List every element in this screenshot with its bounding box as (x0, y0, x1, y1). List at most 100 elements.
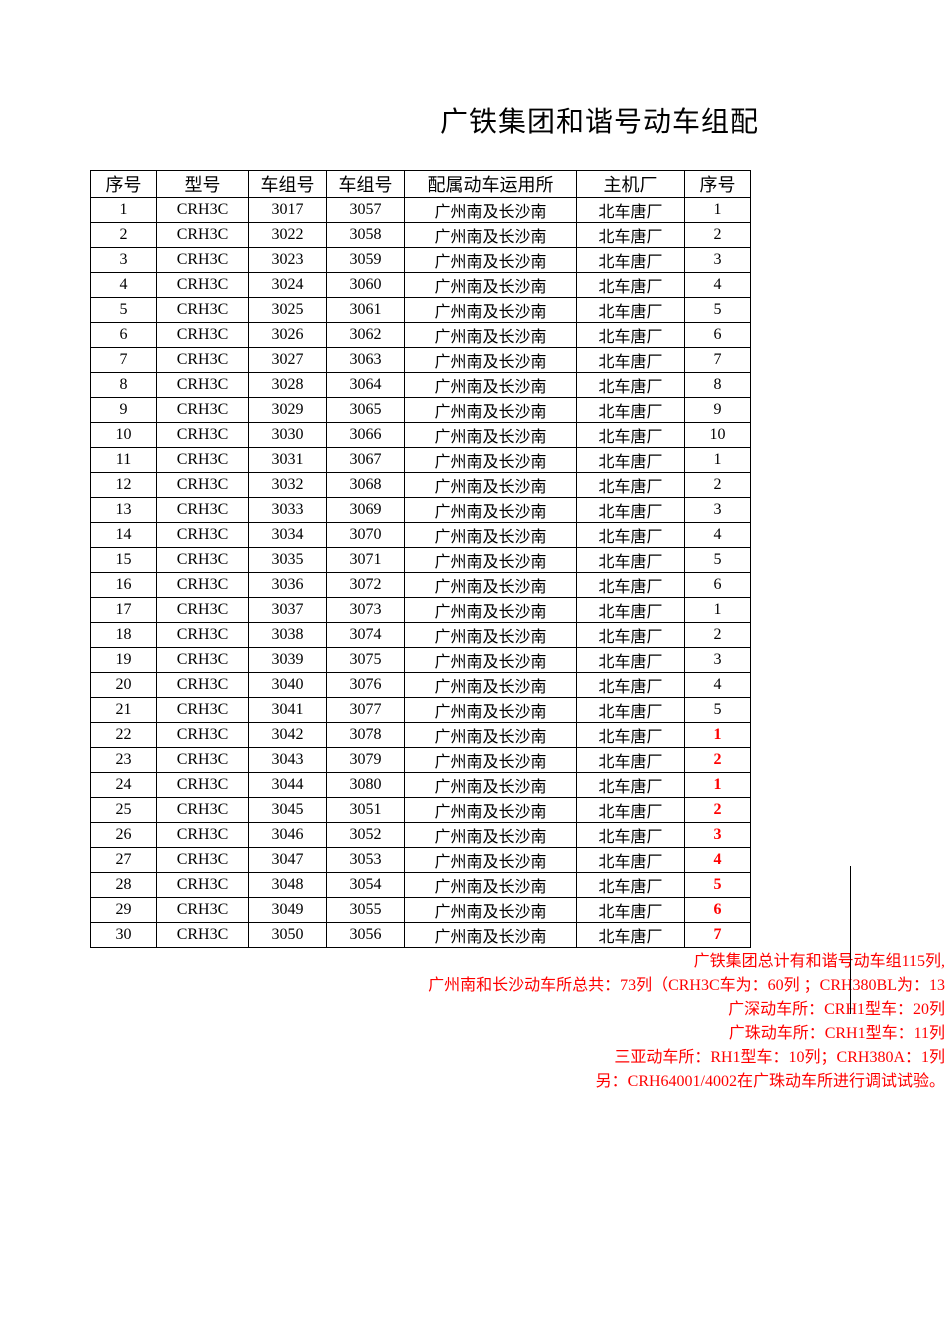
cell-num2: 3067 (327, 448, 405, 473)
cell-seq: 15 (91, 548, 157, 573)
table-row: 29CRH3C30493055广州南及长沙南北车唐厂6 (91, 898, 751, 923)
cell-depot: 广州南及长沙南 (405, 923, 577, 948)
cell-depot: 广州南及长沙南 (405, 798, 577, 823)
table-row: 8CRH3C30283064广州南及长沙南北车唐厂8 (91, 373, 751, 398)
cell-model: CRH3C (157, 373, 249, 398)
cell-seq2: 10 (685, 423, 751, 448)
cell-num1: 3036 (249, 573, 327, 598)
cell-seq2: 9 (685, 398, 751, 423)
cell-depot: 广州南及长沙南 (405, 823, 577, 848)
cell-depot: 广州南及长沙南 (405, 848, 577, 873)
table-row: 13CRH3C30333069广州南及长沙南北车唐厂3 (91, 498, 751, 523)
cell-seq: 19 (91, 648, 157, 673)
cell-depot: 广州南及长沙南 (405, 898, 577, 923)
cell-num1: 3044 (249, 773, 327, 798)
cell-num1: 3048 (249, 873, 327, 898)
table-row: 6CRH3C30263062广州南及长沙南北车唐厂6 (91, 323, 751, 348)
cell-num2: 3052 (327, 823, 405, 848)
cell-num1: 3029 (249, 398, 327, 423)
cell-seq: 12 (91, 473, 157, 498)
cell-fac: 北车唐厂 (577, 598, 685, 623)
table-row: 3CRH3C30233059广州南及长沙南北车唐厂3 (91, 248, 751, 273)
cell-num1: 3026 (249, 323, 327, 348)
cell-num2: 3077 (327, 698, 405, 723)
table-row: 2CRH3C30223058广州南及长沙南北车唐厂2 (91, 223, 751, 248)
cell-depot: 广州南及长沙南 (405, 773, 577, 798)
cell-fac: 北车唐厂 (577, 923, 685, 948)
cell-num1: 3043 (249, 748, 327, 773)
cell-model: CRH3C (157, 898, 249, 923)
cell-model: CRH3C (157, 848, 249, 873)
col-header-depot: 配属动车运用所 (405, 171, 577, 198)
cell-fac: 北车唐厂 (577, 898, 685, 923)
cell-model: CRH3C (157, 648, 249, 673)
cell-fac: 北车唐厂 (577, 848, 685, 873)
table-row: 22CRH3C30423078广州南及长沙南北车唐厂1 (91, 723, 751, 748)
cell-fac: 北车唐厂 (577, 448, 685, 473)
cell-model: CRH3C (157, 548, 249, 573)
cell-num1: 3045 (249, 798, 327, 823)
cell-num2: 3051 (327, 798, 405, 823)
cell-num1: 3032 (249, 473, 327, 498)
cell-num1: 3042 (249, 723, 327, 748)
cell-num1: 3038 (249, 623, 327, 648)
cell-seq: 8 (91, 373, 157, 398)
cell-fac: 北车唐厂 (577, 548, 685, 573)
col-header-model: 型号 (157, 171, 249, 198)
table-row: 20CRH3C30403076广州南及长沙南北车唐厂4 (91, 673, 751, 698)
cell-num2: 3079 (327, 748, 405, 773)
table-row: 9CRH3C30293065广州南及长沙南北车唐厂9 (91, 398, 751, 423)
table-row: 24CRH3C30443080广州南及长沙南北车唐厂1 (91, 773, 751, 798)
cell-fac: 北车唐厂 (577, 823, 685, 848)
cell-num2: 3074 (327, 623, 405, 648)
cell-seq: 30 (91, 923, 157, 948)
cell-model: CRH3C (157, 498, 249, 523)
cell-depot: 广州南及长沙南 (405, 498, 577, 523)
cell-num2: 3054 (327, 873, 405, 898)
cell-model: CRH3C (157, 323, 249, 348)
cell-fac: 北车唐厂 (577, 523, 685, 548)
cell-depot: 广州南及长沙南 (405, 198, 577, 223)
cell-seq2: 5 (685, 548, 751, 573)
cell-model: CRH3C (157, 348, 249, 373)
cell-seq: 24 (91, 773, 157, 798)
table-header-row: 序号 型号 车组号 车组号 配属动车运用所 主机厂 序号 (91, 171, 751, 198)
cell-model: CRH3C (157, 673, 249, 698)
cell-depot: 广州南及长沙南 (405, 398, 577, 423)
cell-depot: 广州南及长沙南 (405, 448, 577, 473)
cell-seq2: 2 (685, 748, 751, 773)
cell-fac: 北车唐厂 (577, 648, 685, 673)
cell-num1: 3033 (249, 498, 327, 523)
cell-seq2: 2 (685, 223, 751, 248)
cell-num1: 3028 (249, 373, 327, 398)
cell-depot: 广州南及长沙南 (405, 223, 577, 248)
cell-num2: 3073 (327, 598, 405, 623)
cell-model: CRH3C (157, 198, 249, 223)
cell-num2: 3066 (327, 423, 405, 448)
cell-depot: 广州南及长沙南 (405, 248, 577, 273)
cell-fac: 北车唐厂 (577, 473, 685, 498)
note-line: 三亚动车所：RH1型车：10列；CRH380A：1列 (90, 1046, 945, 1070)
table-row: 14CRH3C30343070广州南及长沙南北车唐厂4 (91, 523, 751, 548)
table-row: 19CRH3C30393075广州南及长沙南北车唐厂3 (91, 648, 751, 673)
cell-fac: 北车唐厂 (577, 398, 685, 423)
table-row: 10CRH3C30303066广州南及长沙南北车唐厂10 (91, 423, 751, 448)
table-row: 27CRH3C30473053广州南及长沙南北车唐厂4 (91, 848, 751, 873)
cell-seq2: 1 (685, 723, 751, 748)
cell-seq2: 6 (685, 573, 751, 598)
page-title: 广铁集团和谐号动车组配 (440, 100, 945, 140)
cell-depot: 广州南及长沙南 (405, 323, 577, 348)
cell-num1: 3022 (249, 223, 327, 248)
cell-num1: 3017 (249, 198, 327, 223)
cell-num2: 3076 (327, 673, 405, 698)
cell-seq2: 2 (685, 473, 751, 498)
cell-depot: 广州南及长沙南 (405, 373, 577, 398)
cell-num1: 3040 (249, 673, 327, 698)
cell-seq: 1 (91, 198, 157, 223)
cell-model: CRH3C (157, 223, 249, 248)
cell-num2: 3053 (327, 848, 405, 873)
cell-num2: 3061 (327, 298, 405, 323)
table-row: 7CRH3C30273063广州南及长沙南北车唐厂7 (91, 348, 751, 373)
cell-seq2: 5 (685, 873, 751, 898)
cell-num2: 3062 (327, 323, 405, 348)
